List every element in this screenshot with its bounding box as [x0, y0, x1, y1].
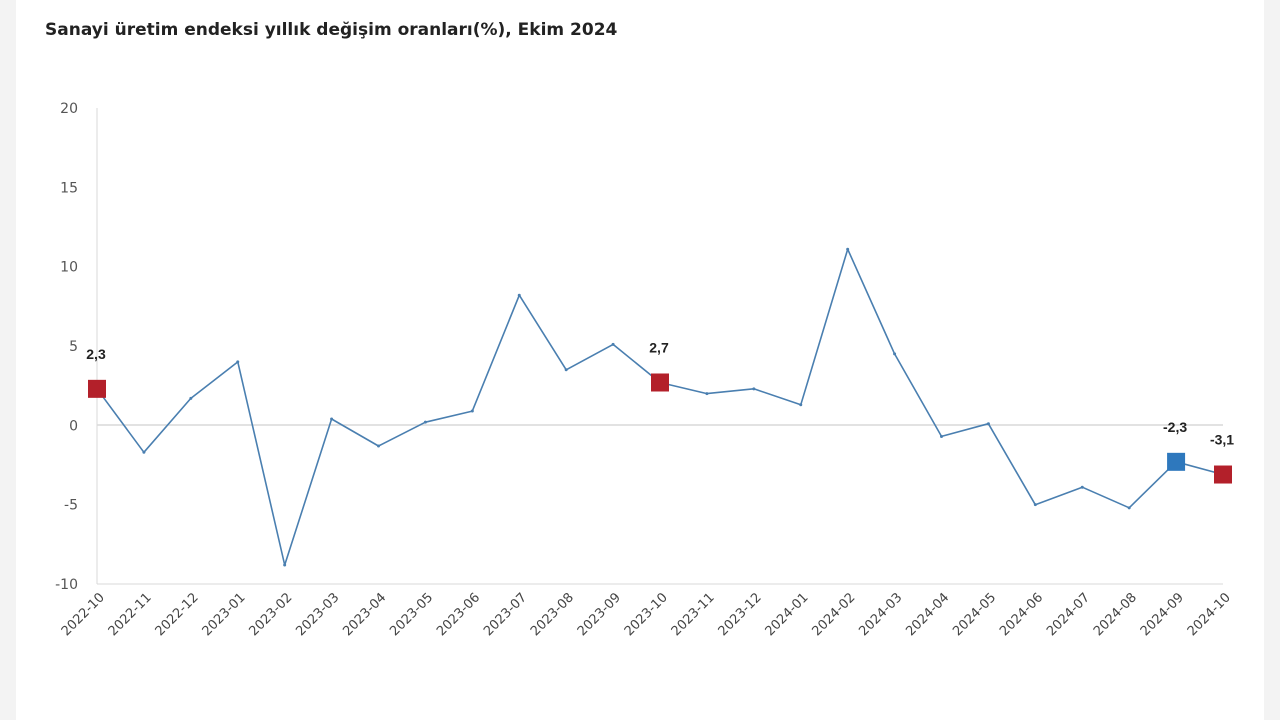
data-point — [236, 360, 240, 364]
marker-group: 2,3 2,7 -2,3 -3,1 — [86, 339, 1234, 484]
data-label: 2,3 — [86, 346, 106, 362]
data-point — [799, 403, 803, 407]
x-tick-label: 2023-11 — [669, 590, 718, 639]
data-point — [986, 422, 990, 426]
data-point — [940, 434, 943, 438]
x-tick-label: 2023-07 — [481, 590, 530, 639]
data-point — [611, 342, 615, 346]
data-point — [1127, 506, 1131, 510]
x-tick-label: 2024-04 — [903, 590, 952, 639]
x-tick-label: 2023-10 — [622, 590, 671, 639]
x-tick-label: 2023-05 — [387, 590, 436, 639]
chart-panel — [16, 0, 1264, 720]
y-tick-label: 15 — [60, 180, 78, 196]
x-tick-label: 2022-12 — [153, 590, 202, 639]
data-point — [377, 444, 380, 448]
data-point — [283, 563, 287, 567]
x-tick-label: 2023-12 — [716, 590, 765, 639]
data-point — [330, 417, 334, 421]
data-point — [1080, 485, 1084, 489]
x-tick-label: 2023-03 — [293, 590, 342, 639]
y-tick-labels: 20 15 10 5 0 -5 -10 — [55, 101, 78, 593]
data-point — [846, 247, 850, 251]
data-point — [142, 450, 146, 454]
data-point — [705, 392, 709, 396]
x-tick-label: 2023-01 — [200, 590, 249, 639]
data-label: -3,1 — [1210, 432, 1234, 448]
data-point — [893, 352, 897, 356]
highlight-marker — [651, 373, 669, 392]
data-point — [1033, 503, 1037, 507]
data-point — [564, 368, 568, 372]
x-tick-label: 2023-09 — [575, 590, 624, 639]
y-tick-label: 20 — [60, 101, 78, 117]
x-tick-label: 2024-07 — [1044, 590, 1093, 639]
x-tick-label: 2024-10 — [1185, 590, 1234, 639]
highlight-marker — [1167, 452, 1186, 471]
y-tick-label: 10 — [60, 260, 78, 276]
highlight-marker — [88, 379, 106, 398]
x-tick-label: 2023-02 — [246, 590, 295, 639]
x-tick-labels: 2022-102022-112022-122023-012023-022023-… — [59, 590, 1234, 639]
y-tick-label: 5 — [69, 339, 78, 355]
data-point — [752, 387, 756, 391]
x-tick-label: 2022-11 — [106, 590, 155, 639]
x-tick-label: 2024-02 — [809, 590, 858, 639]
y-tick-label: -10 — [55, 577, 78, 593]
data-point — [470, 409, 474, 413]
data-point — [189, 396, 193, 400]
y-tick-label: 0 — [69, 418, 78, 434]
x-tick-label: 2024-09 — [1138, 590, 1187, 639]
series-group — [95, 247, 1225, 567]
x-tick-label: 2023-08 — [528, 590, 577, 639]
highlight-marker — [1214, 465, 1232, 484]
x-tick-label: 2024-01 — [763, 590, 812, 639]
x-tick-label: 2023-06 — [434, 590, 483, 639]
y-tick-label: -5 — [64, 498, 78, 514]
data-label: 2,7 — [649, 339, 669, 355]
x-tick-label: 2024-03 — [856, 590, 905, 639]
x-tick-label: 2024-05 — [950, 590, 999, 639]
x-tick-label: 2024-06 — [997, 590, 1046, 639]
x-tick-label: 2024-08 — [1091, 590, 1140, 639]
data-point — [423, 420, 427, 424]
x-tick-label: 2023-04 — [340, 590, 389, 639]
data-label: -2,3 — [1163, 419, 1187, 435]
x-tick-label: 2022-10 — [59, 590, 108, 639]
chart-title: Sanayi üretim endeksi yıllık değişim ora… — [45, 20, 618, 40]
data-point — [517, 293, 521, 297]
series-line — [96, 248, 1224, 566]
